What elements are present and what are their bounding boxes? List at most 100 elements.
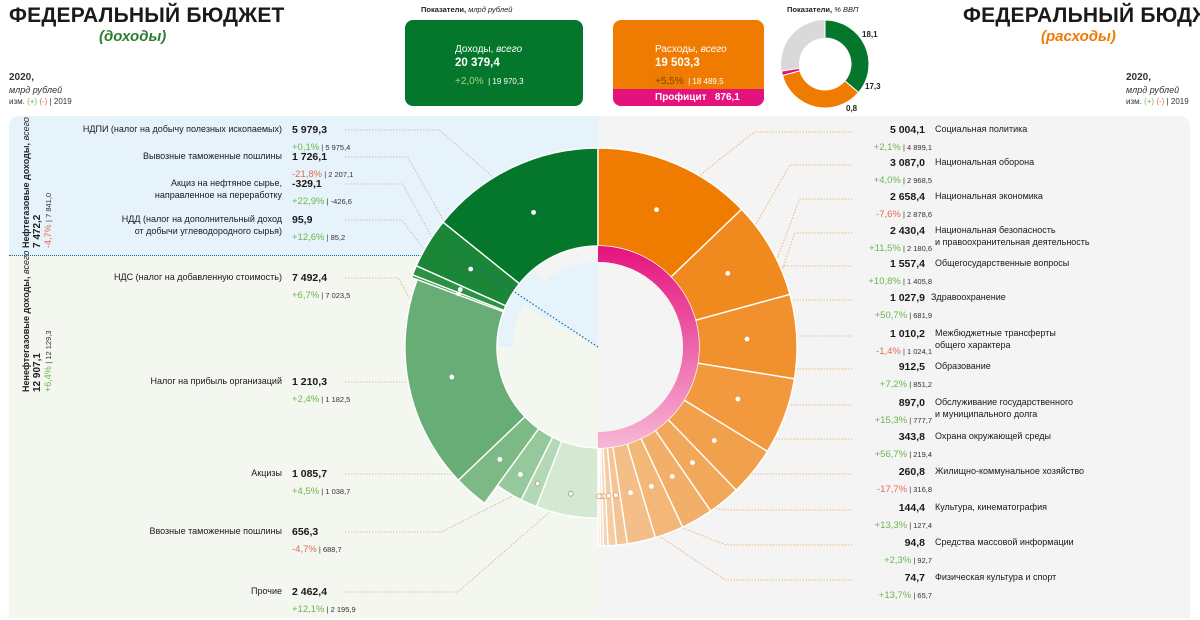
expense-dot (725, 270, 731, 276)
income-item-label: НДС (налог на добавленную стоимость) (114, 272, 282, 282)
year-note-right: 2020, млрд рублей изм. (+) (-) | 2019 (1126, 72, 1189, 108)
expense-dot (596, 493, 602, 500)
expense-item-label: Физическая культура и спорт (935, 572, 1057, 582)
oil-divider-line (459, 255, 599, 348)
expense-item-change: +13,7% | 65,7 (879, 585, 932, 603)
change-percent: +56,7% (874, 449, 908, 460)
income-item-value: 1 726,1 (292, 151, 328, 163)
expense-item-value: 3 087,0 (889, 157, 925, 169)
gdp-label-income: 18,1 (862, 30, 878, 39)
income-item-value: 7 492,4 (292, 272, 328, 284)
change-percent: +15,3% (874, 415, 908, 426)
unit-label: млрд рублей (1126, 85, 1180, 95)
surplus-text: Профицит 876,1 (655, 92, 740, 103)
expense-leader-line (598, 495, 852, 581)
change-percent: +22,9% (292, 196, 325, 207)
prev-year-value: | -426,6 (324, 197, 352, 206)
prev-year-value: | 777,7 (907, 416, 932, 425)
income-dot (456, 291, 461, 297)
income-leader-line (345, 219, 459, 295)
prev-year-value: | 2 180,6 (900, 244, 932, 253)
change-percent: -1,4% (876, 346, 901, 357)
change-prefix: изм. (9, 97, 25, 106)
income-card-change: +2,0% (455, 76, 484, 87)
expense-item-value: 94,8 (904, 537, 925, 549)
year-note-left: 2020, млрд рублей изм. (+) (-) | 2019 (9, 72, 72, 108)
expense-item-change: +7,2% | 851,2 (880, 374, 932, 392)
change-percent: +11,5% (869, 243, 901, 254)
prev-year-value: | 851,2 (907, 380, 932, 389)
expense-item-value: 260,8 (898, 466, 925, 478)
prev-year-value: | 127,4 (907, 521, 932, 530)
income-item-value: 2 462,4 (292, 586, 328, 598)
expense-item-value: 343,8 (898, 431, 925, 443)
expense-item-label: Национальная оборона (935, 157, 1035, 167)
income-item-label: Вывозные таможенные пошлины (142, 151, 282, 161)
prev-year-value: | 2 207,1 (322, 170, 354, 179)
prev-year-value: | 1 405,8 (900, 277, 932, 286)
surplus-bar: Профицит 876,1 (613, 89, 764, 106)
minus-legend: (-) (1156, 97, 1165, 106)
indicators-header-bln: Показатели, млрд рублей (421, 5, 513, 14)
change-percent: +12,1% (292, 604, 325, 615)
expense-dot (669, 474, 675, 479)
expense-item-value: 1 010,2 (889, 328, 925, 340)
expense-item-change: -17,7% | 316,8 (877, 479, 932, 497)
gdp-slice (824, 19, 870, 94)
expense-item-value: 1 027,9 (889, 292, 925, 304)
income-slice (442, 147, 599, 285)
expense-item-change: +2,3% | 92,7 (884, 550, 932, 568)
prev-year-value: | 92,7 (911, 556, 932, 565)
expense-item-label: Национальная экономика (935, 191, 1043, 201)
change-percent: -4,7% (292, 544, 317, 555)
expense-dot (735, 396, 741, 402)
expense-item-label: Образование (935, 361, 991, 371)
expense-subtitle: (расходы) (1041, 28, 1116, 45)
prev-year-value: | 1 182,5 (319, 395, 351, 404)
income-item-change: +0,1% | 5 975,4 (292, 137, 350, 155)
expense-dot (711, 438, 717, 443)
income-leader-line (345, 493, 571, 593)
change-percent: +50,7% (874, 310, 908, 321)
income-leader-line (345, 483, 538, 533)
income-item-change: +2,4% | 1 182,5 (292, 389, 350, 407)
prev-year-value: | 219,4 (907, 450, 932, 459)
change-percent: +12,6% (292, 232, 325, 243)
expense-item-change: +2,1% | 4 899,1 (874, 137, 932, 155)
income-item-value: 1 210,3 (292, 376, 328, 388)
income-dot (497, 456, 503, 462)
unit-label: млрд рублей (9, 85, 63, 95)
expense-item-change: +56,7% | 219,4 (875, 444, 932, 462)
change-percent: -21,8% (292, 169, 323, 180)
income-card-label: Доходы, всего (455, 44, 523, 55)
income-dot (468, 266, 474, 272)
change-percent: +13,3% (874, 520, 908, 531)
change-percent: +13,7% (878, 590, 912, 601)
income-dot (534, 480, 541, 487)
expense-dot (605, 493, 612, 499)
expense-item-value: 5 004,1 (889, 124, 925, 136)
expense-item-label: Общегосударственные вопросы (935, 258, 1070, 268)
income-item-label: Акциз на нефтяное сырье, направленное на … (154, 178, 282, 200)
expense-card-change-row: +5,5% | 18 489,5 (655, 71, 724, 89)
minus-legend: (-) (39, 97, 48, 106)
center-oil-sector (523, 262, 598, 347)
center-non-oil-sector (513, 306, 598, 432)
prev-year-value: | 688,7 (316, 545, 342, 554)
income-item-change: +22,9% | -426,6 (292, 191, 352, 209)
expense-item-change: +4,0% | 2 968,5 (874, 170, 932, 188)
change-percent: +0,1% (292, 142, 320, 153)
expense-item-value: 1 557,4 (889, 258, 925, 270)
change-percent: +4,5% (292, 486, 320, 497)
change-percent: -7,6% (876, 209, 901, 220)
expense-item-change: +13,3% | 127,4 (875, 515, 932, 533)
indicators-header-gdp: Показатели, % ВВП (787, 5, 859, 14)
expense-item-change: +50,7% | 681,9 (875, 305, 932, 323)
income-item-value: 95,9 (292, 214, 313, 226)
gdp-donut (781, 19, 870, 109)
expense-item-label: Охрана окружающей среды (935, 431, 1051, 441)
prev-year-value: | 65,7 (911, 591, 932, 600)
change-percent: +10,8% (868, 276, 901, 287)
prev-year-value: | 681,9 (907, 311, 932, 320)
change-percent: +2,4% (292, 394, 320, 405)
